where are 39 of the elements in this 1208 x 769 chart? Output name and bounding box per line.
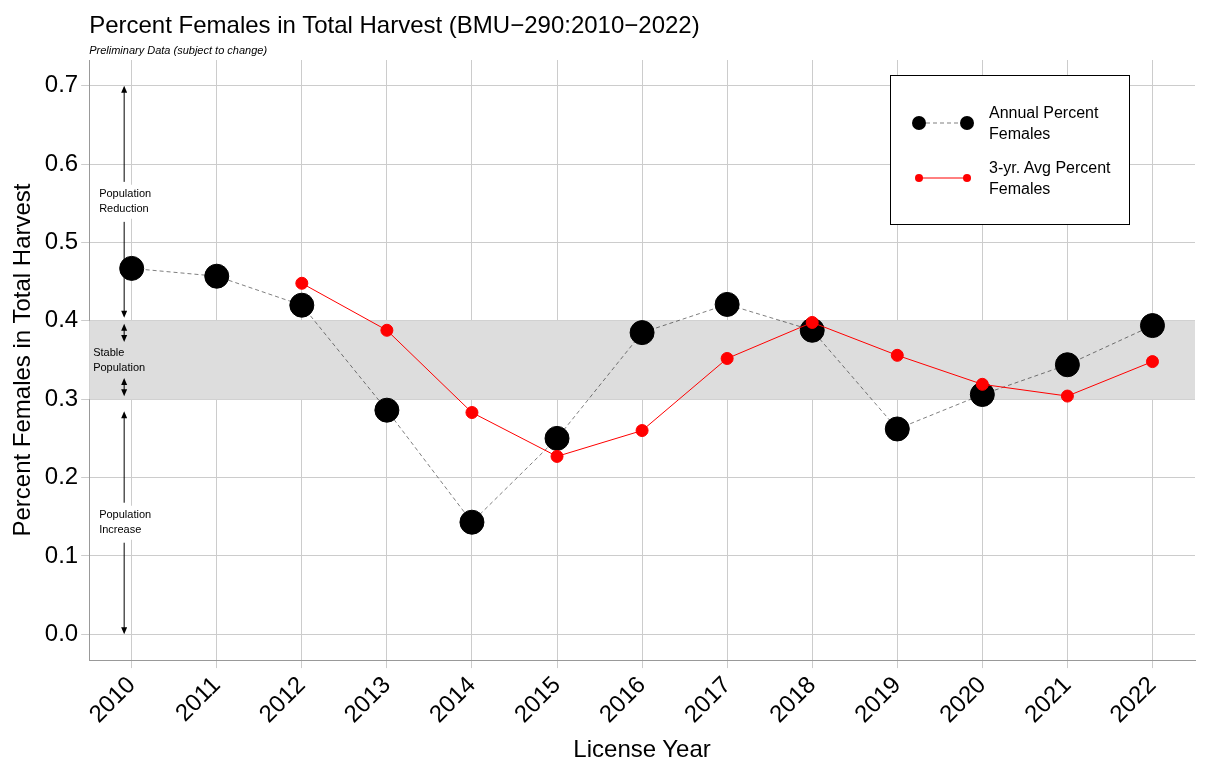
point (1139, 313, 1165, 339)
point (635, 424, 649, 438)
y-tick-label: 0.2 (44, 462, 79, 490)
point (720, 351, 734, 365)
point (295, 276, 309, 290)
point (465, 406, 479, 420)
point (805, 315, 819, 329)
y-tick-label: 0.7 (44, 70, 79, 98)
y-tick-label: 0.5 (44, 227, 79, 255)
y-tick-label: 0.4 (44, 305, 79, 333)
x-axis-title: License Year (573, 735, 711, 763)
chart-title: Percent Females in Total Harvest (BMU−290:2010−2022) (89, 10, 700, 38)
point (289, 292, 315, 318)
point (119, 255, 145, 281)
point (890, 348, 904, 362)
y-tick-label: 0.3 (44, 383, 79, 411)
y-tick-label: 0.1 (44, 540, 79, 568)
point (975, 377, 989, 391)
legend-label: 3-yr. Avg Percent Females (989, 158, 1112, 199)
point (459, 509, 485, 535)
y-tick-label: 0.6 (44, 148, 79, 176)
point (204, 263, 230, 289)
annotation: Population Increase (99, 508, 152, 536)
point (884, 416, 910, 442)
point (544, 425, 570, 451)
y-tick-label: 0.0 (44, 618, 79, 646)
point (380, 323, 394, 337)
point (1145, 355, 1159, 369)
point (374, 397, 400, 423)
point (714, 291, 740, 317)
band-label: Stable Population (93, 345, 146, 373)
point (1054, 352, 1080, 378)
annotation: Population Reduction (99, 187, 152, 215)
point (629, 320, 655, 346)
point (550, 449, 564, 463)
y-axis-title: Percent Females in Total Harvest (8, 183, 36, 537)
point (1060, 389, 1074, 403)
legend-label: Annual Percent Females (989, 103, 1100, 144)
chart-subtitle: Preliminary Data (subject to change) (89, 43, 268, 56)
